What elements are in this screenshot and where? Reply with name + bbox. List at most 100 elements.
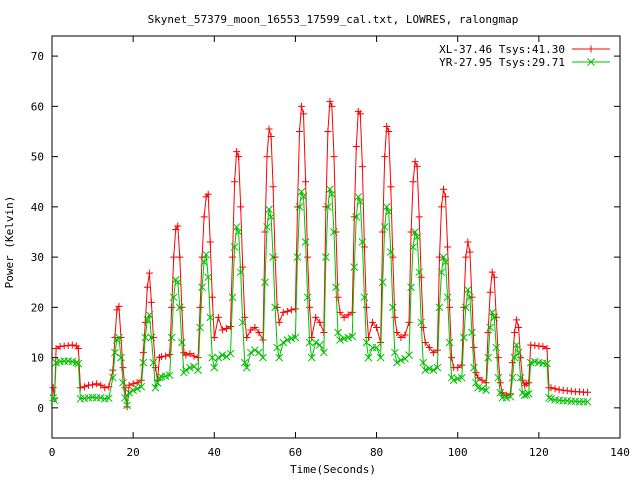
data-point <box>362 303 370 311</box>
y-tick-label: 40 <box>31 201 44 214</box>
data-point <box>283 307 291 315</box>
data-point <box>182 351 190 359</box>
data-point <box>97 381 105 389</box>
x-axis-label: Time(Seconds) <box>290 463 376 476</box>
data-point <box>457 373 466 382</box>
series-line <box>52 101 588 407</box>
data-point <box>444 243 452 251</box>
data-point <box>141 333 150 342</box>
data-point <box>409 243 417 251</box>
data-point <box>401 331 409 339</box>
data-point <box>283 336 292 344</box>
data-point <box>454 364 462 372</box>
data-point <box>210 363 219 372</box>
x-tick-label: 60 <box>289 446 302 459</box>
y-tick-label: 50 <box>31 151 44 164</box>
data-point <box>232 223 241 231</box>
data-point <box>147 298 155 306</box>
data-point <box>358 163 366 171</box>
data-point <box>470 344 478 352</box>
data-point <box>263 223 271 231</box>
data-point <box>162 352 170 360</box>
data-point <box>210 334 218 341</box>
data-point <box>506 392 515 401</box>
data-point <box>319 348 328 357</box>
data-point <box>464 238 472 246</box>
data-point <box>356 197 365 206</box>
data-point <box>243 334 251 341</box>
data-point <box>214 353 223 362</box>
chart-title: Skynet_57379_moon_16553_17599_cal.txt, L… <box>148 13 519 26</box>
data-point <box>421 366 430 375</box>
data-point <box>387 183 395 191</box>
data-point <box>166 351 174 359</box>
data-point <box>514 348 523 357</box>
data-point <box>433 346 441 354</box>
data-point <box>439 253 448 261</box>
data-point <box>139 349 147 357</box>
data-point <box>440 185 448 193</box>
data-point <box>125 388 133 397</box>
data-point <box>168 303 176 311</box>
data-point <box>364 353 373 362</box>
data-point <box>235 153 243 161</box>
data-point <box>344 311 352 319</box>
data-point <box>433 363 442 372</box>
data-point <box>238 318 247 327</box>
data-point <box>352 213 361 221</box>
data-point <box>230 243 239 251</box>
data-point <box>202 250 211 259</box>
data-point <box>198 283 206 292</box>
data-point <box>405 318 413 326</box>
data-point <box>330 153 338 161</box>
data-point <box>470 363 478 372</box>
data-point <box>279 308 287 316</box>
data-point <box>567 387 575 395</box>
data-point <box>206 238 214 246</box>
series-1 <box>49 97 592 411</box>
plot-layer: 0 20 40 60 80 100 120 140 0 10 20 30 40 50 60 70 XL-37.4… <box>31 35 630 459</box>
data-point <box>466 248 474 256</box>
data-point <box>397 356 405 364</box>
data-point <box>229 253 237 261</box>
data-point <box>222 324 230 332</box>
data-point <box>354 192 363 201</box>
data-point <box>316 318 324 326</box>
legend-marker <box>587 45 595 53</box>
data-point <box>259 353 267 362</box>
data-point <box>520 391 529 400</box>
data-point <box>461 303 470 312</box>
data-point <box>302 178 310 186</box>
data-point <box>49 393 58 402</box>
data-point <box>104 394 113 403</box>
data-point <box>449 376 458 385</box>
data-point <box>206 313 215 322</box>
data-point <box>64 342 72 350</box>
data-point <box>417 318 426 327</box>
data-point <box>350 263 359 272</box>
data-point <box>478 384 486 393</box>
data-point <box>488 268 496 276</box>
data-point <box>115 302 123 310</box>
data-point <box>545 393 553 402</box>
data-point <box>527 341 535 349</box>
data-point <box>376 353 385 362</box>
data-point <box>397 334 405 341</box>
data-point <box>263 153 271 161</box>
data-point <box>459 333 468 342</box>
data-point <box>415 213 423 221</box>
data-point <box>89 381 97 389</box>
data-point <box>405 351 413 359</box>
data-point <box>385 127 393 135</box>
data-point <box>437 268 446 277</box>
y-tick-label: 0 <box>37 402 44 415</box>
data-point <box>458 361 466 369</box>
data-point <box>291 305 299 313</box>
data-point <box>222 352 231 361</box>
x-tick-label: 40 <box>208 446 221 459</box>
data-point <box>72 358 81 367</box>
data-point <box>381 153 389 161</box>
y-tick-label: 70 <box>31 50 44 63</box>
data-point <box>429 366 438 375</box>
